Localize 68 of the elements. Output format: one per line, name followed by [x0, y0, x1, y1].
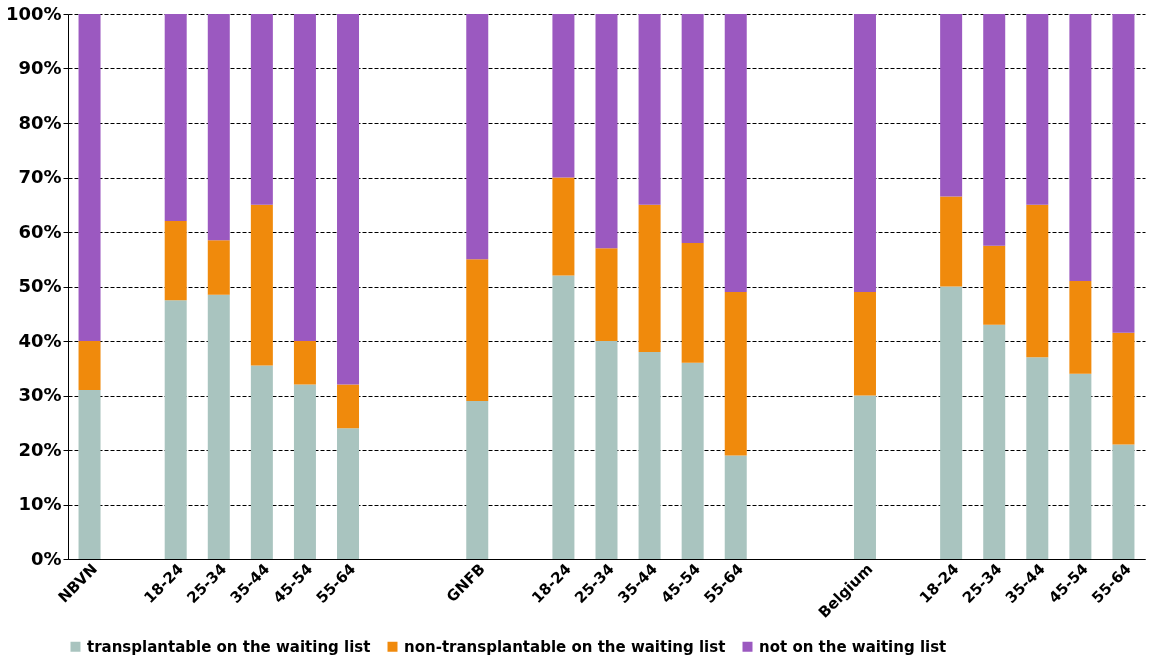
bar	[681, 242, 704, 363]
bar	[552, 14, 575, 178]
bar	[337, 428, 360, 559]
bar	[724, 455, 747, 559]
y-tick-label: 80%	[18, 111, 62, 133]
bar	[940, 286, 963, 559]
bar	[1112, 14, 1135, 333]
bar	[1026, 204, 1049, 358]
bar	[337, 14, 360, 385]
y-tick-label: 60%	[18, 220, 62, 242]
bar	[853, 395, 876, 559]
bar	[724, 291, 747, 456]
bar	[250, 204, 273, 366]
legend-label: transplantable on the waiting list	[87, 637, 371, 656]
bar	[1026, 357, 1049, 559]
bar	[164, 300, 187, 559]
bar	[638, 204, 661, 352]
bar	[1026, 14, 1049, 205]
bar	[1112, 444, 1135, 559]
bar	[337, 384, 360, 429]
bar	[681, 14, 704, 243]
bar	[207, 294, 230, 559]
bar	[164, 221, 187, 301]
bar	[853, 14, 876, 292]
bar	[853, 291, 876, 396]
bar	[293, 341, 316, 385]
y-tick-label: 70%	[18, 166, 62, 187]
bar	[940, 196, 963, 287]
bar	[681, 362, 704, 559]
y-tick-label: 100%	[5, 2, 62, 24]
bar	[724, 14, 747, 292]
y-tick-label: 90%	[18, 57, 62, 78]
bar	[207, 240, 230, 295]
bar	[983, 14, 1006, 246]
bar	[250, 365, 273, 559]
bar	[1069, 373, 1092, 559]
legend-label: non-transplantable on the waiting list	[404, 637, 726, 656]
bar	[1069, 281, 1092, 374]
y-tick-label: 0%	[30, 547, 62, 569]
bar	[552, 275, 575, 559]
bar	[250, 14, 273, 205]
y-tick-label: 40%	[18, 329, 62, 351]
bar	[983, 324, 1006, 559]
legend-label: not on the waiting list	[759, 637, 947, 656]
bar	[207, 14, 230, 241]
bar	[78, 14, 101, 341]
bar	[78, 341, 101, 391]
bar	[466, 400, 489, 559]
bar	[164, 14, 187, 222]
bar	[595, 248, 618, 341]
y-tick-label: 20%	[18, 438, 62, 460]
bar	[78, 390, 101, 559]
y-tick-label: 10%	[18, 493, 62, 514]
bar	[940, 14, 963, 197]
bar	[466, 14, 489, 260]
bar	[595, 341, 618, 559]
bar	[1069, 14, 1092, 282]
bar	[638, 351, 661, 559]
bar	[638, 14, 661, 205]
y-tick-label: 30%	[18, 384, 62, 405]
bar	[983, 245, 1006, 325]
bar	[293, 384, 316, 559]
bar	[466, 259, 489, 401]
y-tick-label: 50%	[18, 275, 62, 296]
bar	[293, 14, 316, 341]
bar	[1112, 332, 1135, 445]
bar	[552, 177, 575, 276]
bar	[595, 14, 618, 249]
